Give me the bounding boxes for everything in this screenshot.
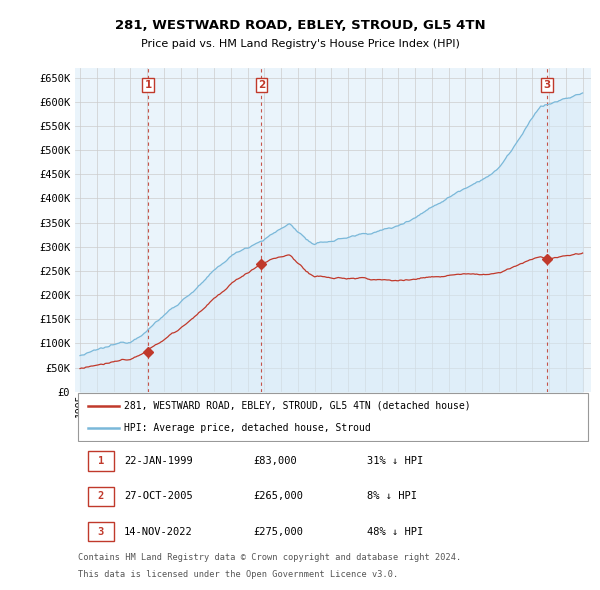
Text: 3: 3 — [98, 526, 104, 536]
Text: 8% ↓ HPI: 8% ↓ HPI — [367, 491, 416, 502]
Text: 1: 1 — [98, 456, 104, 466]
Text: 1: 1 — [145, 80, 152, 90]
FancyBboxPatch shape — [88, 487, 114, 506]
Text: HPI: Average price, detached house, Stroud: HPI: Average price, detached house, Stro… — [124, 422, 371, 432]
Text: 14-NOV-2022: 14-NOV-2022 — [124, 526, 193, 536]
Text: 31% ↓ HPI: 31% ↓ HPI — [367, 456, 423, 466]
FancyBboxPatch shape — [88, 451, 114, 471]
Text: 22-JAN-1999: 22-JAN-1999 — [124, 456, 193, 466]
Text: 3: 3 — [544, 80, 551, 90]
Text: This data is licensed under the Open Government Licence v3.0.: This data is licensed under the Open Gov… — [77, 570, 398, 579]
Text: 48% ↓ HPI: 48% ↓ HPI — [367, 526, 423, 536]
Text: £83,000: £83,000 — [253, 456, 297, 466]
Text: 2: 2 — [257, 80, 265, 90]
Text: 281, WESTWARD ROAD, EBLEY, STROUD, GL5 4TN (detached house): 281, WESTWARD ROAD, EBLEY, STROUD, GL5 4… — [124, 401, 470, 411]
Text: £275,000: £275,000 — [253, 526, 303, 536]
FancyBboxPatch shape — [88, 522, 114, 542]
Text: £265,000: £265,000 — [253, 491, 303, 502]
FancyBboxPatch shape — [77, 393, 589, 441]
Text: 281, WESTWARD ROAD, EBLEY, STROUD, GL5 4TN: 281, WESTWARD ROAD, EBLEY, STROUD, GL5 4… — [115, 19, 485, 32]
Text: 27-OCT-2005: 27-OCT-2005 — [124, 491, 193, 502]
Text: 2: 2 — [98, 491, 104, 502]
Text: Price paid vs. HM Land Registry's House Price Index (HPI): Price paid vs. HM Land Registry's House … — [140, 39, 460, 48]
Text: Contains HM Land Registry data © Crown copyright and database right 2024.: Contains HM Land Registry data © Crown c… — [77, 553, 461, 562]
